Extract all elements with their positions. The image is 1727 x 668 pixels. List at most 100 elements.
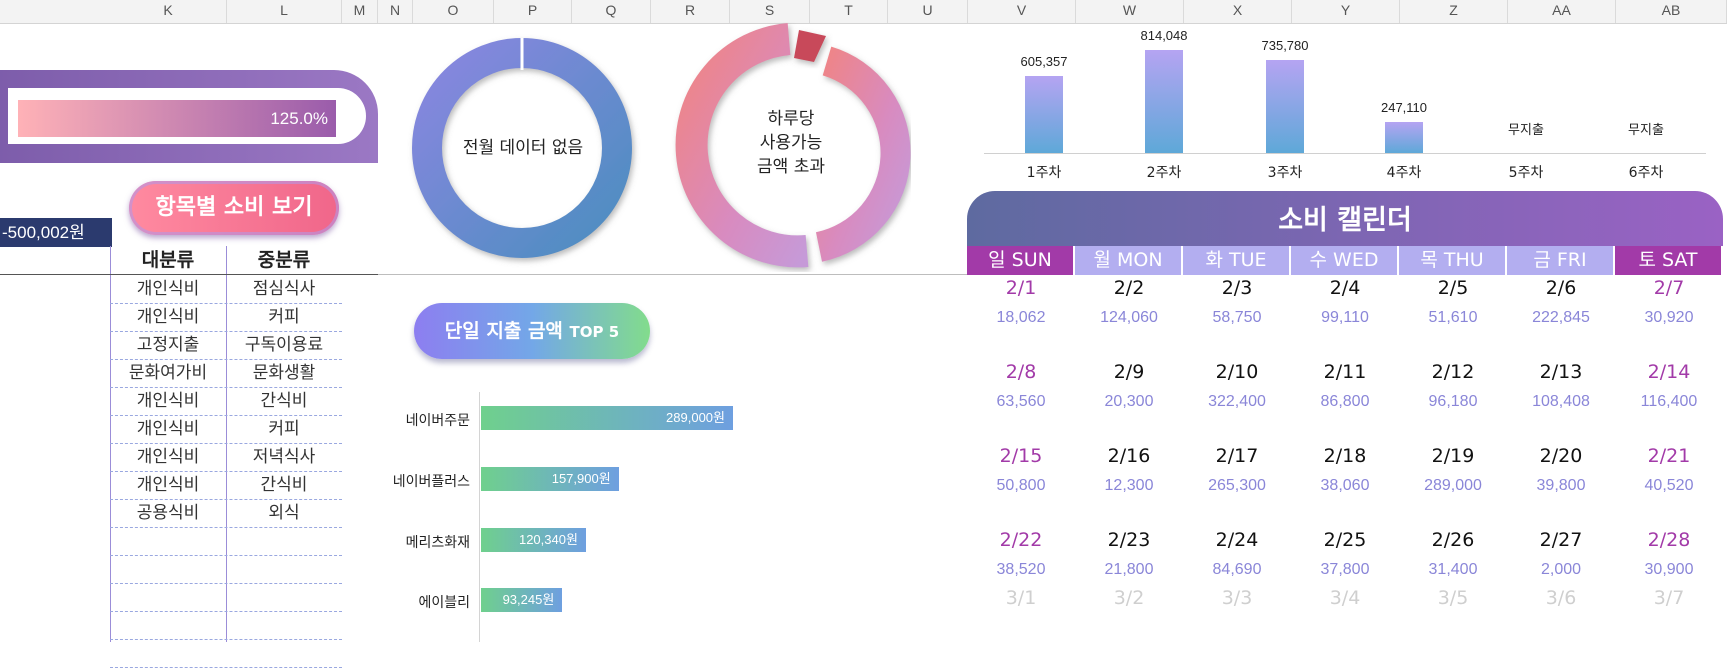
column-header-m[interactable]: M: [342, 0, 378, 23]
top5-label: 에이블리: [418, 595, 470, 611]
weekly-category-label: 4주차: [1386, 165, 1422, 181]
column-header-p[interactable]: P: [494, 0, 572, 23]
calendar-date[interactable]: 2/23: [1107, 529, 1151, 551]
table-cell-major: 개인식비: [136, 419, 200, 439]
donut-prev-month-label: 전월 데이터 없음: [462, 138, 584, 158]
calendar-date[interactable]: 2/1: [1005, 277, 1037, 299]
calendar-date[interactable]: 2/14: [1647, 361, 1691, 383]
table-row: [110, 583, 342, 612]
calendar-date[interactable]: 3/2: [1113, 587, 1145, 609]
donut-prev-month: [412, 38, 632, 258]
table-row: [110, 387, 342, 416]
calendar-day-header: 수 WED: [1291, 246, 1397, 275]
calendar-title: 소비 캘린더: [967, 191, 1723, 246]
weekly-bar: [1145, 50, 1183, 153]
calendar-date[interactable]: 3/6: [1545, 587, 1577, 609]
top5-title: 단일 지출 금액: [444, 320, 563, 342]
column-header-w[interactable]: W: [1076, 0, 1184, 23]
column-header-o[interactable]: O: [413, 0, 494, 23]
table-row: [110, 611, 342, 640]
category-spending-button[interactable]: 항목별 소비 보기: [129, 181, 339, 235]
column-header-x[interactable]: X: [1184, 0, 1292, 23]
calendar-date[interactable]: 2/28: [1647, 529, 1691, 551]
calendar-date[interactable]: 2/3: [1221, 277, 1253, 299]
calendar-date[interactable]: 3/3: [1221, 587, 1253, 609]
calendar-date[interactable]: 2/8: [1005, 361, 1037, 383]
calendar-amount: 38,520: [996, 561, 1046, 578]
calendar-amount: 51,610: [1428, 309, 1478, 326]
calendar-date[interactable]: 2/25: [1323, 529, 1367, 551]
weekly-category-label: 6주차: [1628, 165, 1664, 181]
calendar-amount: 124,060: [1100, 309, 1158, 326]
table-cell-minor: 간식비: [260, 391, 308, 411]
weekly-data-label: 605,357: [1020, 54, 1068, 70]
top5-title-suffix: TOP 5: [569, 323, 620, 341]
calendar-date[interactable]: 2/22: [999, 529, 1043, 551]
calendar-day-header: 일 SUN: [967, 246, 1073, 275]
calendar-date[interactable]: 2/13: [1539, 361, 1583, 383]
calendar-date[interactable]: 2/5: [1437, 277, 1469, 299]
calendar-date[interactable]: 2/7: [1653, 277, 1685, 299]
calendar-date[interactable]: 2/18: [1323, 445, 1367, 467]
calendar-date[interactable]: 2/10: [1215, 361, 1259, 383]
calendar-date[interactable]: 2/11: [1323, 361, 1367, 383]
table-cell-minor: 커피: [268, 307, 300, 327]
calendar-day-header: 월 MON: [1075, 246, 1181, 275]
column-header-u[interactable]: U: [888, 0, 968, 23]
column-header-q[interactable]: Q: [572, 0, 651, 23]
calendar-date[interactable]: 2/27: [1539, 529, 1583, 551]
top5-button[interactable]: 단일 지출 금액 TOP 5: [414, 303, 650, 359]
calendar-date[interactable]: 2/15: [999, 445, 1043, 467]
top5-bar: 289,000원: [481, 406, 733, 430]
top5-bar: 157,900원: [481, 467, 619, 491]
column-header-k[interactable]: K: [110, 0, 227, 23]
column-header-ab[interactable]: AB: [1616, 0, 1727, 23]
weekly-category-label: 3주차: [1267, 165, 1303, 181]
calendar-date[interactable]: 2/4: [1329, 277, 1361, 299]
table-header-major: 대분류: [141, 249, 195, 271]
column-header-s[interactable]: S: [730, 0, 810, 23]
calendar-date[interactable]: 3/5: [1437, 587, 1469, 609]
calendar-date[interactable]: 3/4: [1329, 587, 1361, 609]
calendar-date[interactable]: 2/6: [1545, 277, 1577, 299]
calendar-day-header: 화 TUE: [1183, 246, 1289, 275]
calendar-date[interactable]: 2/16: [1107, 445, 1151, 467]
calendar-date[interactable]: 2/21: [1647, 445, 1691, 467]
calendar-amount: 31,400: [1428, 561, 1478, 578]
calendar-date[interactable]: 2/26: [1431, 529, 1475, 551]
weekly-data-label: 무지출: [1628, 122, 1664, 137]
calendar-date[interactable]: 3/1: [1005, 587, 1037, 609]
column-header-r[interactable]: R: [651, 0, 730, 23]
table-cell-minor: 문화생활: [252, 363, 316, 383]
top5-value: 157,900원: [551, 471, 611, 486]
column-header-z[interactable]: Z: [1400, 0, 1508, 23]
table-row: [110, 499, 342, 528]
calendar-date[interactable]: 2/17: [1215, 445, 1259, 467]
calendar-date[interactable]: 2/12: [1431, 361, 1475, 383]
column-header-t[interactable]: T: [810, 0, 888, 23]
calendar-date[interactable]: 2/2: [1113, 277, 1145, 299]
calendar-date[interactable]: 2/19: [1431, 445, 1475, 467]
calendar-date[interactable]: 2/24: [1215, 529, 1259, 551]
table-row: [110, 527, 342, 556]
table-row: [110, 415, 342, 444]
calendar-date[interactable]: 2/9: [1113, 361, 1145, 383]
table-cell-minor: 커피: [268, 419, 300, 439]
calendar-amount: 21,800: [1104, 561, 1154, 578]
column-header-y[interactable]: Y: [1292, 0, 1400, 23]
table-cell-major: 개인식비: [136, 391, 200, 411]
table-header-minor: 중분류: [257, 249, 311, 271]
column-header-v[interactable]: V: [968, 0, 1076, 23]
column-header-aa[interactable]: AA: [1508, 0, 1616, 23]
calendar-date[interactable]: 3/7: [1653, 587, 1685, 609]
table-row: [110, 331, 342, 360]
table-cell-major: 문화여가비: [128, 363, 208, 383]
table-header-rule: [0, 274, 378, 275]
column-header-n[interactable]: N: [378, 0, 413, 23]
calendar-date[interactable]: 2/20: [1539, 445, 1583, 467]
calendar-amount: 2,000: [1540, 561, 1582, 578]
table-divider-mid: [226, 246, 227, 642]
column-header-l[interactable]: L: [227, 0, 342, 23]
table-cell-minor: 저녁식사: [252, 447, 316, 467]
weekly-category-label: 5주차: [1508, 165, 1544, 181]
